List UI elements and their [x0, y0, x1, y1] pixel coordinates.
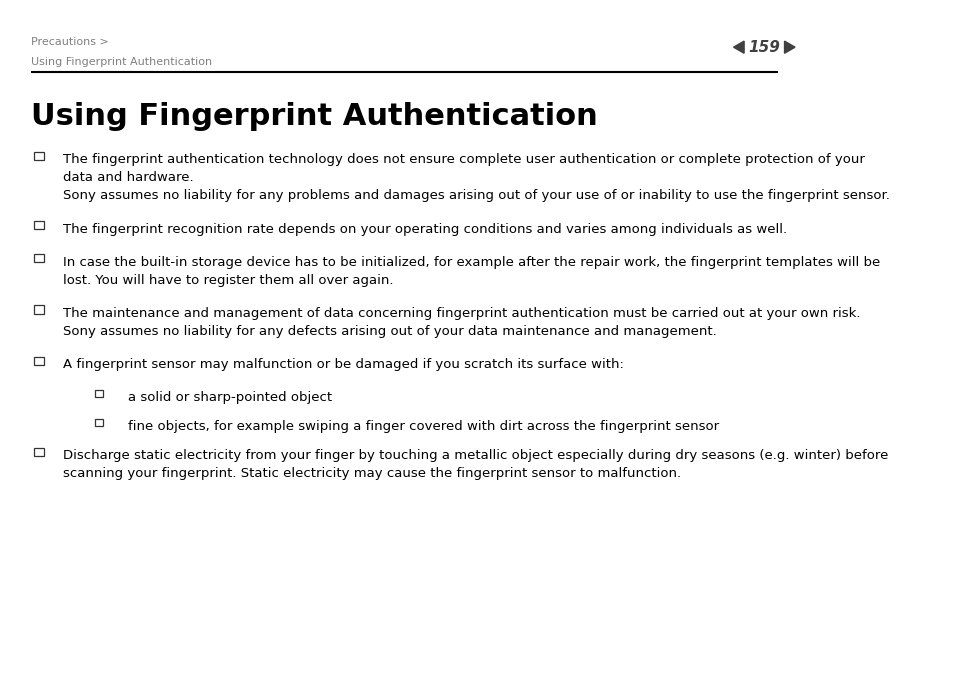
Text: Using Fingerprint Authentication: Using Fingerprint Authentication [30, 57, 212, 67]
Text: 159: 159 [747, 40, 780, 55]
Text: Precautions >: Precautions > [30, 37, 109, 47]
Text: The fingerprint recognition rate depends on your operating conditions and varies: The fingerprint recognition rate depends… [63, 222, 786, 235]
FancyBboxPatch shape [34, 254, 44, 262]
Text: In case the built-in storage device has to be initialized, for example after the: In case the built-in storage device has … [63, 255, 880, 268]
FancyBboxPatch shape [34, 448, 44, 456]
FancyBboxPatch shape [34, 305, 44, 313]
Polygon shape [783, 41, 794, 53]
Polygon shape [733, 41, 743, 53]
Text: Sony assumes no liability for any defects arising out of your data maintenance a: Sony assumes no liability for any defect… [63, 325, 716, 338]
Text: The maintenance and management of data concerning fingerprint authentication mus: The maintenance and management of data c… [63, 307, 860, 320]
FancyBboxPatch shape [94, 390, 103, 397]
Text: Discharge static electricity from your finger by touching a metallic object espe: Discharge static electricity from your f… [63, 449, 887, 462]
FancyBboxPatch shape [34, 357, 44, 365]
FancyBboxPatch shape [94, 419, 103, 426]
Text: data and hardware.: data and hardware. [63, 171, 193, 184]
Text: Sony assumes no liability for any problems and damages arising out of your use o: Sony assumes no liability for any proble… [63, 189, 889, 202]
FancyBboxPatch shape [34, 152, 44, 160]
Text: A fingerprint sensor may malfunction or be damaged if you scratch its surface wi: A fingerprint sensor may malfunction or … [63, 358, 623, 371]
Text: scanning your fingerprint. Static electricity may cause the fingerprint sensor t: scanning your fingerprint. Static electr… [63, 467, 680, 481]
Text: lost. You will have to register them all over again.: lost. You will have to register them all… [63, 274, 394, 286]
Text: a solid or sharp-pointed object: a solid or sharp-pointed object [128, 391, 332, 404]
FancyBboxPatch shape [34, 221, 44, 229]
Text: The fingerprint authentication technology does not ensure complete user authenti: The fingerprint authentication technolog… [63, 153, 864, 166]
Text: Using Fingerprint Authentication: Using Fingerprint Authentication [30, 102, 597, 131]
Text: fine objects, for example swiping a finger covered with dirt across the fingerpr: fine objects, for example swiping a fing… [128, 420, 719, 433]
